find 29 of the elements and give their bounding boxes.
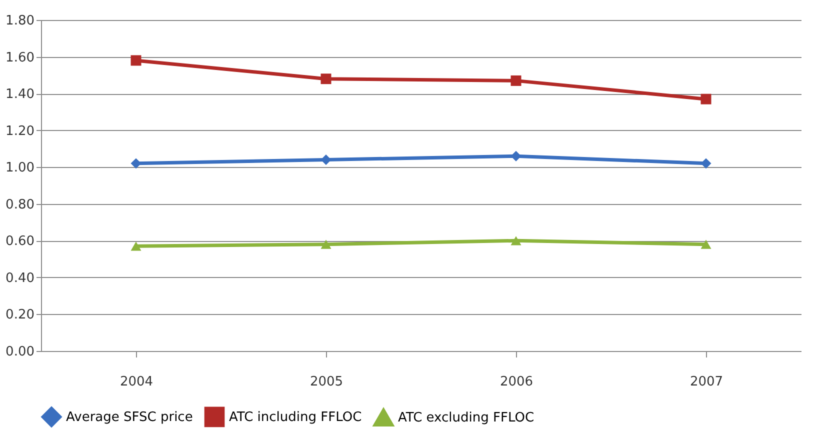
point	[700, 158, 712, 169]
y-tick-label: 1.00	[6, 160, 34, 176]
point	[130, 158, 142, 169]
y-tick-label: 0.00	[6, 344, 34, 360]
point	[510, 236, 522, 246]
y-tick-label: 1.80	[6, 14, 34, 28]
x-tick-label: 2007	[690, 374, 724, 390]
point	[510, 150, 522, 162]
point	[320, 240, 332, 249]
y-tick-label: 0.20	[6, 308, 34, 323]
y-tick-label: 0.40	[6, 270, 34, 286]
x-tick-label: 2005	[310, 374, 344, 390]
point	[130, 55, 142, 66]
point	[700, 94, 712, 104]
y-tick-label: 1.60	[6, 50, 34, 66]
legend-label: ATC including FFLOC	[229, 410, 362, 425]
y-tick-label: 1.20	[6, 124, 34, 139]
x-tick-label: 2006	[500, 374, 534, 390]
y-tick-label: 1.40	[6, 87, 34, 102]
point	[130, 242, 142, 251]
legend-label: Average SFSC price	[66, 410, 193, 425]
point	[320, 154, 332, 165]
x-tick-label: 2004	[120, 374, 154, 390]
y-tick-label: 0.80	[6, 197, 34, 212]
point	[320, 74, 332, 84]
legend-label: ATC excluding FFLOC	[398, 410, 534, 426]
y-tick-label: 0.60	[6, 234, 34, 250]
point	[700, 240, 712, 249]
point	[510, 75, 522, 86]
